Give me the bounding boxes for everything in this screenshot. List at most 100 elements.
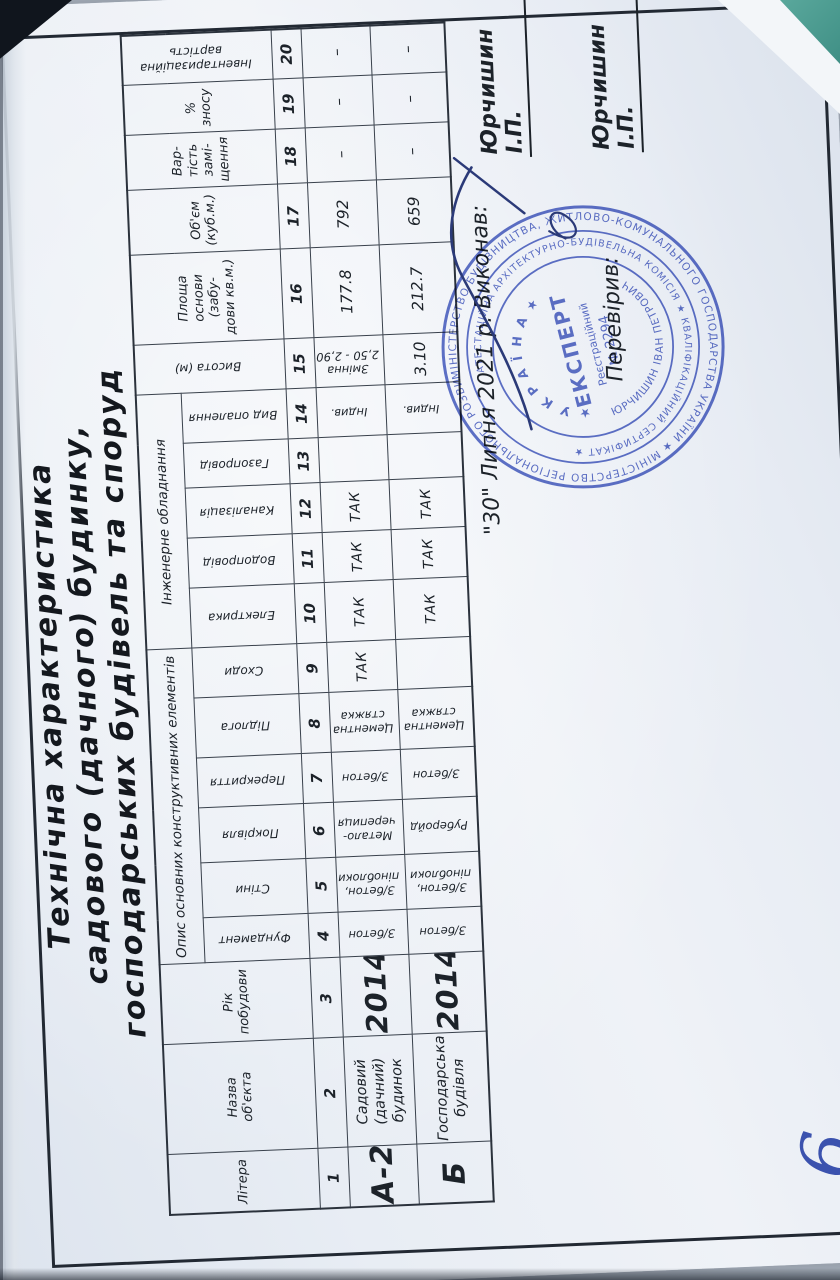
col-no: 3 [309,957,343,1039]
col-header-stairs: Сходи [191,644,299,699]
col-no: 4 [307,912,340,959]
cell-replacement-cost: – [304,125,377,184]
cell-foundation: З/бетон [407,906,483,955]
col-no: 9 [296,642,329,695]
cell-sewer: ТАК [389,476,466,531]
cell-heating: Індив. [315,385,388,439]
cell-volume: 792 [306,180,380,249]
col-header-roof-label: Покрівля [221,825,279,843]
col-header-wear: % зносу [122,79,275,136]
col-header-electricity-label: Електрика [207,608,275,625]
col-header-height: Висота (м) [133,339,286,396]
cell-floor-text: Цементна стяжка [403,704,465,735]
col-no: 5 [305,857,338,914]
cell-year: 2014 [339,954,413,1038]
executor-name: Юрчишин І.П. [470,0,533,160]
col-header-volume: Об'єм (куб.м.) [127,184,280,256]
stamp-outer-circle [441,205,725,489]
cell-water: ТАК [321,530,394,583]
adjacent-page-edge [0,0,26,1280]
col-no: 13 [287,438,320,485]
col-header-floor: Підлога [193,694,301,759]
cell-sewer: ТАК [319,480,392,533]
cell-floor: Цементна стяжка [328,689,401,753]
col-header-replacement-cost: Вар- тість замі- щення [124,129,278,191]
col-header-heating-label: Вид опалення [188,407,278,426]
cell-litera: Б [417,1141,494,1205]
cell-ceiling-text: З/бетон [341,769,389,786]
col-no: 18 [274,128,307,185]
cell-foundation-text: З/бетон [419,923,467,940]
col-header-ceiling-label: Перекриття [210,772,286,791]
col-header-sewer-label: Каналізація [199,503,275,521]
cell-water: ТАК [391,526,468,580]
cell-wear: – [372,72,449,126]
col-no: 6 [302,802,336,860]
cell-stairs [395,636,472,690]
cell-roof: Метало- черепиця [332,799,405,858]
col-header-area: Площа основи (забу- дови кв.м.) [129,249,284,346]
cell-inventory-value: – [300,25,373,79]
cell-litera: А-2 [347,1144,420,1208]
cell-roof-text: Руберойд [409,818,468,836]
col-header-foundation-label: Фундамент [218,930,291,948]
cell-stairs: ТАК [326,639,398,693]
cell-electricity: ТАК [323,579,396,643]
cell-floor-text: Цементна стяжка [332,707,394,738]
cell-walls: З/бетон, піноблоки [335,854,408,913]
cell-foundation-text: З/бетон [347,926,395,943]
cell-height: Змінна 2,50 - 2,90 [313,335,386,389]
cell-walls: З/бетон, піноблоки [404,851,482,910]
cell-electricity: ТАК [393,576,470,640]
cell-roof: Руберойд [402,796,479,855]
col-header-stairs-label: Сходи [223,663,264,680]
col-no: 19 [272,78,305,130]
col-no: 1 [317,1147,350,1209]
col-header-height-label: Висота (м) [174,359,242,377]
cell-object-name: Садовий (дачний) будинок [342,1034,418,1148]
col-no: 20 [270,28,303,80]
col-header-sewer: Каналізація [184,484,292,539]
cell-height-text: Змінна 2,50 - 2,90 [315,347,379,378]
cell-heating-text: Індив. [402,401,440,418]
cell-gas [317,435,390,483]
cell-walls-text: З/бетон, піноблоки [338,869,400,900]
col-header-gas-label: Газопровід [199,455,270,473]
cell-ceiling-text: З/бетон [412,766,460,783]
col-header-ceiling: Перекриття [195,754,303,809]
cell-inventory-value: – [370,22,447,76]
checker-name: Юрчишин І.П. [582,0,644,155]
col-no: 10 [293,582,327,645]
col-no: 17 [277,183,310,250]
cell-floor: Цементна стяжка [397,686,475,750]
col-header-foundation: Фундамент [202,913,310,964]
col-header-electricity: Електрика [188,584,297,649]
col-header-litera: Літера [167,1148,320,1215]
col-header-gas: Газопровід [182,439,290,489]
col-no: 11 [291,532,324,585]
cell-ceiling: З/бетон [330,749,403,803]
cell-roof-text: Метало- черепиця [337,814,396,845]
col-header-water: Водопровід [186,534,294,589]
col-header-water-label: Водопровід [202,553,276,571]
cell-foundation: З/бетон [337,909,410,958]
col-header-floor-label: Підлога [220,718,271,735]
col-header-year: Рік побудови [159,958,313,1046]
cell-ceiling: З/бетон [400,746,477,800]
cell-object-name: Господарська будівля [412,1031,491,1145]
col-header-object-name: Назва об'єкта [162,1038,318,1156]
cell-replacement-cost: – [374,122,451,181]
cell-gas [387,432,464,481]
handwritten-page-number: 6 [782,1126,840,1183]
page-left-edge-line [0,0,3,1280]
col-header-inventory-value: Інвентаризаційна вартість [120,29,273,86]
cell-walls-text: З/бетон, піноблоки [409,866,472,897]
characteristics-table: Літера Назва об'єкта Рік побудови Опис о… [119,21,495,1217]
cell-heating-text: Індив. [330,404,369,421]
cell-year: 2014 [409,951,487,1035]
col-header-roof: Покрівля [198,804,306,864]
bottom-edge-shadow [0,1268,840,1280]
col-no: 7 [300,752,333,805]
